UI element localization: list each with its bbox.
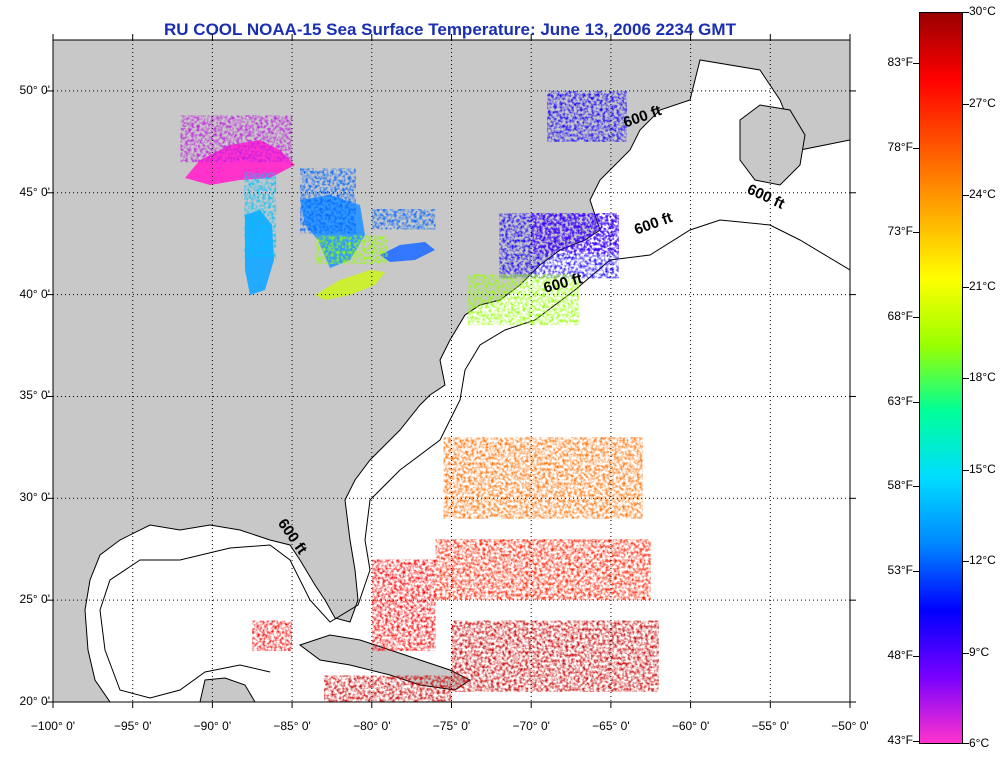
colorbar-tick	[913, 740, 919, 742]
colorbar-fahrenheit-label: 58°F	[887, 478, 913, 493]
sst-patch-yucatan-channel	[252, 620, 293, 652]
colorbar-tick	[913, 317, 919, 318]
colorbar-fahrenheit-label: 73°F	[887, 224, 913, 239]
sst-patch-cuba-south	[323, 675, 452, 702]
colorbar-fahrenheit-label: 78°F	[887, 139, 913, 154]
sst-patch-lake-superior	[180, 115, 293, 163]
sst-patch-lake-ontario	[371, 209, 436, 230]
colorbar-celsius-label: 30°C	[969, 4, 996, 18]
colorbar-tick	[913, 62, 919, 64]
lake-ontario	[380, 242, 435, 262]
shelf-contour-600ft	[99, 219, 850, 699]
lon-tick-label: −75° 0'	[432, 719, 471, 733]
lat-tick-label: 25° 0'	[19, 592, 50, 607]
lon-tick-label: −55° 0'	[751, 719, 790, 733]
colorbar-fahrenheit-label: 43°F	[887, 732, 913, 747]
newfoundland-land	[739, 104, 806, 186]
lon-tick-label: −50° 0'	[831, 719, 869, 733]
lon-tick-label: −70° 0'	[512, 719, 550, 733]
lat-tick-label: 20° 0'	[19, 694, 50, 708]
sst-patch-subtropical-band-middle	[435, 539, 651, 601]
colorbar-fahrenheit-label: 53°F	[887, 563, 913, 578]
colorbar-celsius-label: 12°C	[969, 553, 996, 567]
sst-patch-mid-atlantic-bight	[467, 274, 580, 326]
sst-patch-lake-huron	[300, 168, 356, 234]
map-title: RU COOL NOAA-15 Sea Surface Temperature:…	[164, 20, 736, 39]
colorbar-celsius-label: 9°C	[969, 644, 990, 659]
sst-patch-nova-scotia-shelf	[531, 213, 619, 254]
lon-tick-label: −60° 0'	[671, 719, 710, 733]
lon-tick-label: −100° 0'	[30, 719, 76, 733]
colorbar-celsius-label: 18°C	[969, 370, 996, 384]
lon-tick-label: −80° 0'	[353, 719, 391, 733]
sst-patch-lake-michigan	[244, 172, 277, 258]
colorbar-celsius-label: 6°C	[969, 736, 990, 750]
colorbar-celsius-label: 15°C	[969, 461, 996, 476]
colorbar-tick	[913, 655, 919, 657]
temperature-colorbar	[919, 12, 963, 744]
colorbar-tick	[963, 743, 969, 744]
colorbar-fahrenheit-label: 83°F	[887, 54, 913, 69]
colorbar-tick	[963, 561, 969, 562]
lon-tick-label: −90° 0'	[193, 719, 232, 733]
colorbar-fahrenheit-label: 48°F	[887, 647, 913, 662]
lon-tick-label: −85° 0'	[273, 719, 311, 733]
colorbar-tick	[913, 232, 919, 234]
colorbar-fahrenheit-label: 68°F	[887, 309, 913, 323]
colorbar-tick	[963, 286, 969, 288]
lat-tick-label: 35° 0'	[19, 388, 50, 403]
lon-tick-label: −65° 0'	[592, 719, 630, 733]
colorbar-tick	[963, 469, 969, 471]
colorbar-celsius-label: 24°C	[969, 187, 996, 201]
sst-data-layer	[180, 90, 659, 702]
sst-patch-subtropical-band-south	[451, 620, 659, 692]
colorbar-tick	[963, 195, 969, 196]
lake-erie	[315, 270, 385, 300]
yucatan-land	[199, 677, 256, 702]
sst-patch-bahamas	[371, 559, 436, 652]
lat-tick-label: 40° 0'	[19, 286, 50, 301]
colorbar-tick	[913, 571, 919, 573]
sst-patch-subtropical-band-north	[443, 437, 643, 519]
sst-patch-lake-erie	[316, 235, 388, 265]
colorbar-celsius-label: 27°C	[969, 95, 996, 110]
colorbar-tick	[913, 147, 919, 149]
colorbar-tick	[963, 12, 969, 13]
colorbar-celsius-label: 21°C	[969, 278, 996, 293]
lat-tick-label: 50° 0'	[19, 82, 50, 97]
map-frame	[52, 39, 851, 703]
lat-tick-label: 30° 0'	[19, 490, 50, 505]
lon-tick-label: −95° 0'	[113, 719, 152, 733]
colorbar-tick	[963, 652, 969, 654]
colorbar-tick	[963, 378, 969, 379]
colorbar-tick	[963, 103, 969, 105]
sst-patch-gulf-of-st-lawrence	[547, 90, 627, 142]
lat-tick-label: 45° 0'	[19, 184, 50, 199]
colorbar-tick	[913, 401, 919, 403]
colorbar-fahrenheit-label: 63°F	[887, 393, 913, 408]
colorbar-tick	[913, 486, 919, 488]
